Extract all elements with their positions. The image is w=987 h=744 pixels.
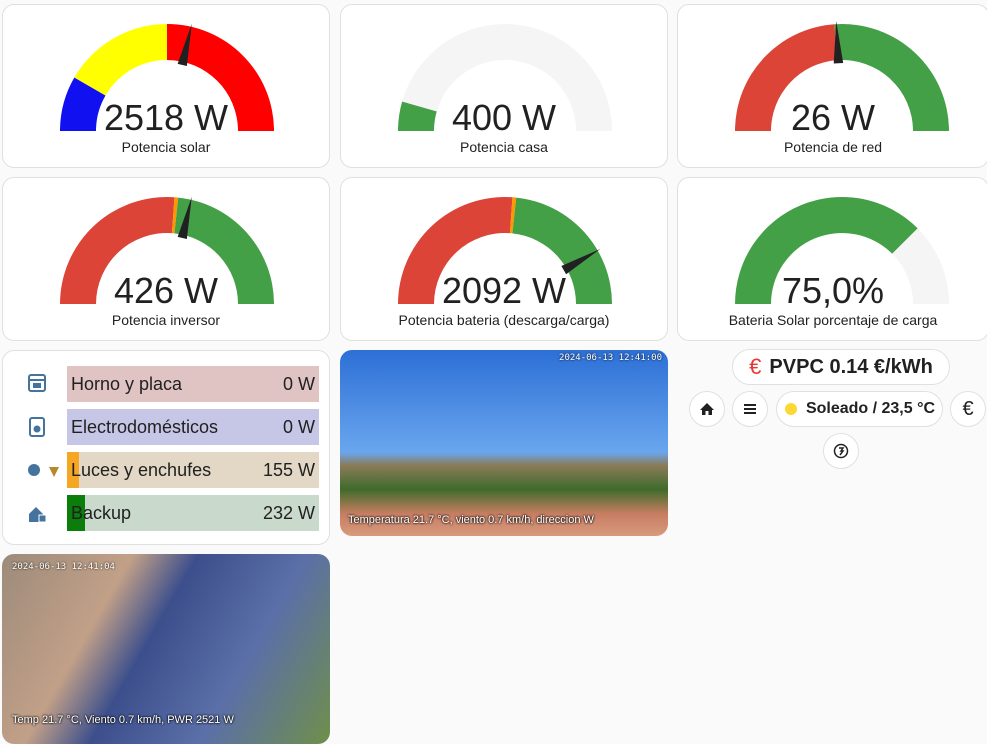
power-row: Electrodomésticos 0 W [67,409,319,445]
gauge-card: 426 W Potencia inversor [2,177,330,341]
gauge-segment [892,228,949,304]
gauge-segment [74,24,167,96]
pvpc-text: PVPC 0.14 €/kWh [769,355,933,378]
gauge-needle [177,23,192,66]
gauge-label: Potencia solar [121,139,211,155]
power-row: Backup 232 W [67,495,319,531]
power-row: Luces y enchufes 155 W [67,452,319,488]
gauge-segment [735,24,838,131]
gauge-value: 2092 W [441,270,567,311]
gauge-card: 2092 W Potencia bateria (descarga/carga) [340,177,668,341]
gauge-value: 2518 W [103,97,229,138]
power-name: Electrodomésticos [71,417,219,437]
camera-timestamp: 2024-06-13 12:41:00 [559,353,662,363]
gauge-needle [177,196,192,239]
gauge [60,196,274,304]
gauge-segment [174,197,274,304]
power-value: 155 W [262,460,315,480]
gauge [60,23,274,131]
gauge-value: 75,0% [781,270,885,311]
gauge-label: Potencia bateria (descarga/carga) [398,312,610,328]
pvpc-icon: € [749,354,762,379]
gauge-needle [833,21,844,64]
gauge-segment [171,197,179,234]
gauge-label: Potencia inversor [111,312,221,328]
power-list-card: Horno y placa 0 W Electrodomésticos 0 W Lu… [2,350,330,545]
menu-button[interactable] [732,391,768,427]
weather-chip[interactable]: Soleado / 23,5 °C [776,391,943,427]
weather-text: Soleado / 23,5 °C [805,400,936,417]
euro-text: € [962,397,974,420]
camera-timestamp: 2024-06-13 12:41:04 [12,562,115,572]
power-row: Horno y placa 0 W [67,366,319,402]
gauge-segment [398,197,513,304]
gauge [735,21,949,131]
euro-button[interactable]: € [950,391,986,427]
camera-1[interactable]: 2024-06-13 12:41:00 Temperatura 21.7 °C,… [340,350,668,536]
gauge [398,23,612,131]
gauge-label: Bateria Solar porcentaje de carga [728,312,938,328]
gauge-label: Potencia de red [783,139,883,155]
camera-2[interactable]: 2024-06-13 12:41:04 Temp 21.7 °C, Viento… [2,554,330,744]
camera-caption: Temperatura 21.7 °C, viento 0.7 km/h, di… [348,514,594,526]
power-value: 0 W [282,374,315,394]
gauge-value: 426 W [113,270,219,311]
power-value: 0 W [282,417,315,437]
gauge-segment [509,197,517,234]
gauge-card: 75,0% Bateria Solar porcentaje de carga [677,177,987,341]
home-button[interactable] [689,391,725,427]
gauge-segment [834,24,949,131]
power-name: Horno y placa [71,374,183,394]
washer-icon [29,417,45,437]
camera-caption: Temp 21.7 °C, Viento 0.7 km/h, PWR 2521 … [12,714,234,726]
gauge-segment [402,23,612,131]
power-value: 232 W [262,503,315,523]
extra-button[interactable] [823,433,859,469]
gauge-segment [60,77,106,131]
gauge-segment [398,101,437,131]
oven-icon [28,374,46,392]
gauge [735,196,949,304]
backup-icon [29,507,47,523]
gauge-label: Potencia casa [460,139,548,155]
gauge-card: 26 W Potencia de red [677,4,987,168]
gauge-value: 26 W [790,97,876,138]
pvpc-chip[interactable]: € PVPC 0.14 €/kWh [732,349,950,385]
lights-icon [28,464,59,477]
gauge-value: 400 W [451,97,557,138]
gauge [398,197,612,304]
gauge-segment [167,24,274,131]
power-name: Luces y enchufes [71,460,212,480]
gauge-needle [561,249,601,275]
gauge-segment [735,196,918,304]
gauge-segment [60,197,175,304]
gauge-card: 400 W Potencia casa [340,4,668,168]
power-name: Backup [71,503,132,523]
gauge-segment [512,197,612,304]
gauge-card: 2518 W Potencia solar [2,4,330,168]
